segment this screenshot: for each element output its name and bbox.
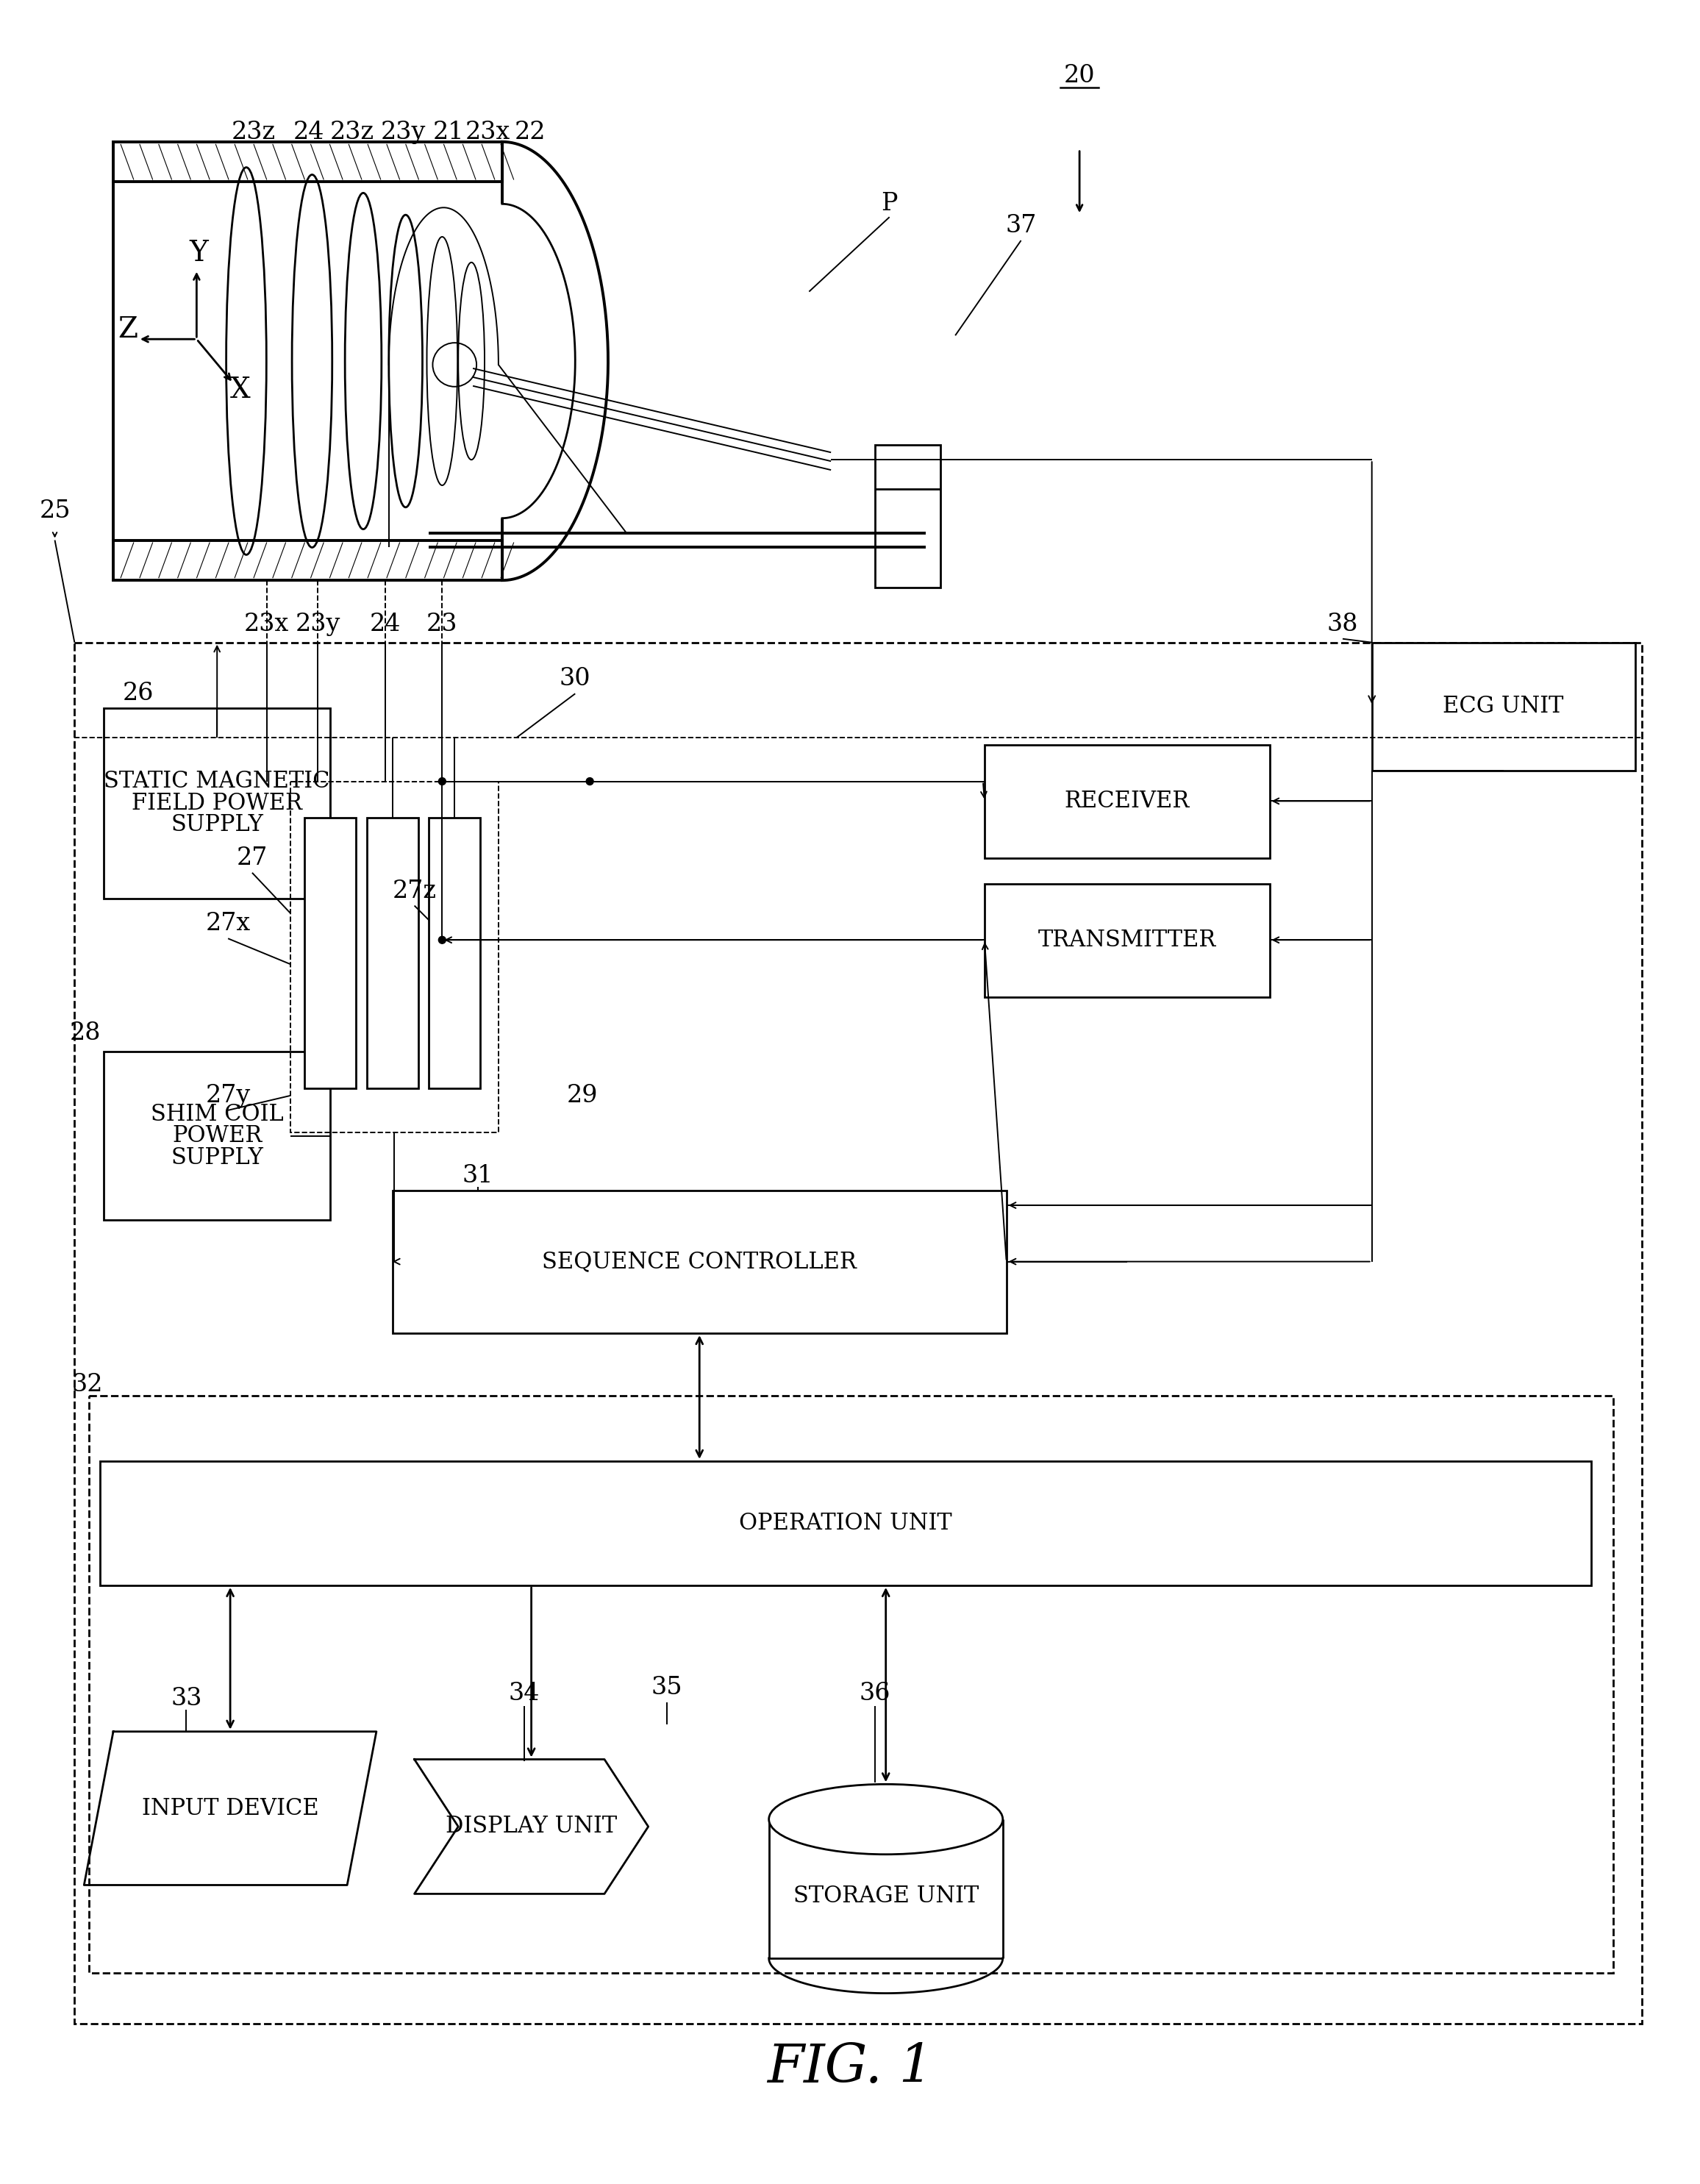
Bar [984,885,1270,996]
Text: INPUT DEVICE: INPUT DEVICE [141,1797,318,1819]
Text: 27: 27 [236,847,267,869]
Bar [1372,642,1635,771]
Text: Z: Z [117,317,138,343]
Text: P: P [881,192,898,216]
Text: 23z: 23z [231,120,275,144]
Text: 34: 34 [508,1682,539,1706]
Text: FIELD POWER: FIELD POWER [133,793,303,815]
Text: DISPLAY UNIT: DISPLAY UNIT [445,1815,617,1839]
Text: TRANSMITTER: TRANSMITTER [1039,928,1216,952]
Text: 20: 20 [1064,63,1095,87]
Circle shape [586,778,593,784]
Bar [114,142,502,181]
Text: 23y: 23y [296,612,340,636]
Text: 31: 31 [462,1164,493,1188]
Text: 37: 37 [1005,214,1037,238]
Bar [428,817,479,1088]
Text: 23x: 23x [466,120,510,144]
Bar [393,1190,1006,1332]
Bar [100,1461,1591,1586]
Text: ECG UNIT: ECG UNIT [1443,695,1564,719]
Text: SHIM COIL: SHIM COIL [151,1103,284,1125]
Text: 23x: 23x [245,612,289,636]
Text: FIG. 1: FIG. 1 [767,2042,933,2094]
Circle shape [439,937,445,943]
Text: 35: 35 [651,1675,682,1699]
Text: 30: 30 [559,668,592,690]
Bar [104,1053,330,1221]
Text: SUPPLY: SUPPLY [170,815,264,836]
Bar [304,817,355,1088]
Text: 23: 23 [427,612,457,636]
Text: 38: 38 [1328,612,1358,636]
Bar [75,642,1642,2025]
Text: 21: 21 [434,120,464,144]
Text: 27z: 27z [393,880,437,902]
Text: 22: 22 [515,120,546,144]
Text: 33: 33 [170,1686,202,1710]
Text: SUPPLY: SUPPLY [170,1147,264,1168]
Text: OPERATION UNIT: OPERATION UNIT [740,1511,952,1535]
Text: 27x: 27x [206,913,250,935]
Bar [984,745,1270,858]
Bar [88,1396,1613,1972]
Text: 27y: 27y [206,1083,250,1107]
Text: 23y: 23y [381,120,427,144]
Text: POWER: POWER [172,1125,262,1147]
Bar [291,782,498,1131]
Text: 36: 36 [858,1682,891,1706]
Text: STORAGE UNIT: STORAGE UNIT [794,1885,979,1907]
Text: 23z: 23z [330,120,374,144]
Text: 26: 26 [122,681,153,705]
Text: Y: Y [189,240,209,266]
Text: 25: 25 [39,500,70,522]
Text: SEQUENCE CONTROLLER: SEQUENCE CONTROLLER [542,1251,857,1273]
Text: X: X [230,376,250,404]
Bar [104,708,330,898]
Text: 32: 32 [71,1372,102,1396]
Circle shape [439,778,445,784]
Ellipse shape [768,1784,1003,1854]
Bar [114,539,502,581]
Text: 24: 24 [292,120,325,144]
Bar [876,446,940,587]
Text: 29: 29 [566,1083,598,1107]
Bar [367,817,418,1088]
Text: STATIC MAGNETIC: STATIC MAGNETIC [104,771,330,793]
Text: RECEIVER: RECEIVER [1064,791,1190,812]
Text: 24: 24 [369,612,401,636]
Text: 28: 28 [70,1022,100,1046]
